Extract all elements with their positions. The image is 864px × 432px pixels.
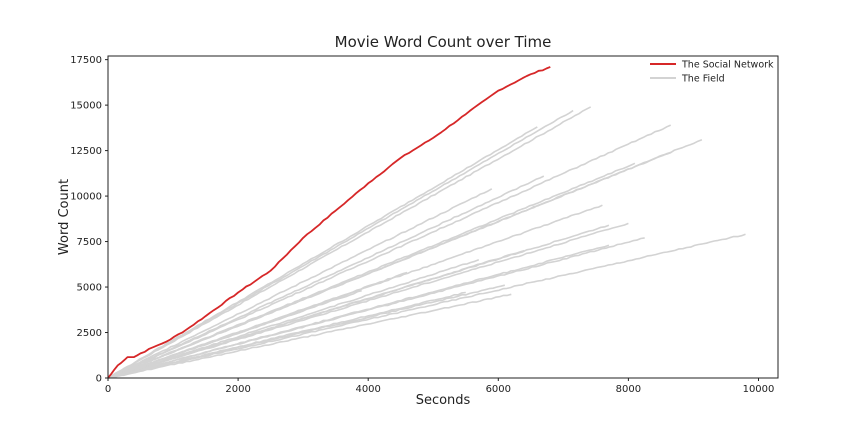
y-tick-label: 17500 (70, 55, 102, 66)
legend: The Social Network The Field (650, 60, 774, 85)
highlight-series-group (107, 66, 551, 379)
field-series-line (107, 175, 545, 379)
x-tick-label: 8000 (616, 384, 641, 395)
field-series-line (107, 309, 304, 379)
y-tick-label: 2500 (77, 328, 102, 339)
field-series-line (107, 293, 512, 379)
y-tick-label: 7500 (77, 237, 102, 248)
field-series-line (107, 188, 493, 379)
field-series-line (107, 126, 538, 379)
legend-label-field: The Field (681, 74, 725, 85)
social-network-line (107, 66, 551, 379)
field-series-line (107, 106, 592, 379)
plot-frame (107, 55, 779, 379)
chart-title: Movie Word Count over Time (335, 33, 552, 51)
field-series-line (107, 259, 480, 379)
y-tick-label: 15000 (70, 101, 102, 112)
field-series-line (107, 244, 610, 379)
x-tick-label: 10000 (743, 384, 775, 395)
legend-label-social-network: The Social Network (681, 60, 774, 71)
y-tick-label: 0 (96, 374, 102, 385)
y-axis-ticks: 0 2500 5000 7500 10000 12500 15000 17500 (70, 55, 108, 385)
field-series-line (107, 124, 672, 379)
y-tick-label: 5000 (77, 283, 102, 294)
field-series-line (107, 109, 574, 379)
y-tick-label: 10000 (70, 192, 102, 203)
field-series-line (107, 291, 466, 379)
x-tick-label: 6000 (486, 384, 511, 395)
y-axis-label: Word Count (57, 179, 72, 255)
field-series-group (107, 106, 746, 379)
x-tick-label: 0 (105, 384, 111, 395)
x-tick-label: 2000 (225, 384, 250, 395)
y-tick-label: 12500 (70, 146, 102, 157)
x-tick-label: 4000 (355, 384, 380, 395)
field-series-line (107, 162, 636, 379)
x-axis-label: Seconds (416, 393, 471, 408)
